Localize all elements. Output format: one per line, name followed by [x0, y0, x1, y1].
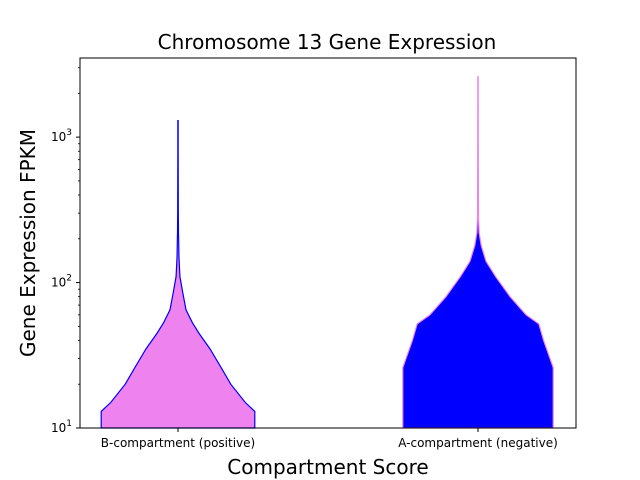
- y-axis-label: Gene Expression FPKM: [16, 129, 40, 357]
- chart-title: Chromosome 13 Gene Expression: [158, 30, 497, 54]
- x-tick-label: A-compartment (negative): [398, 436, 558, 450]
- violin-a-compartment: [402, 76, 554, 429]
- y-tick-label: 103: [51, 128, 72, 144]
- y-tick-label: 102: [51, 274, 72, 290]
- plot-frame: [79, 57, 577, 429]
- violin-b-compartment: [100, 119, 256, 429]
- x-axis-ticks: B-compartment (positive) A-compartment (n…: [101, 428, 558, 450]
- x-axis-label: Compartment Score: [227, 455, 428, 479]
- y-tick-label: 101: [51, 419, 72, 435]
- violins: [100, 76, 554, 429]
- x-tick-label: B-compartment (positive): [101, 436, 255, 450]
- y-axis-ticks: 101 102 103: [51, 67, 80, 435]
